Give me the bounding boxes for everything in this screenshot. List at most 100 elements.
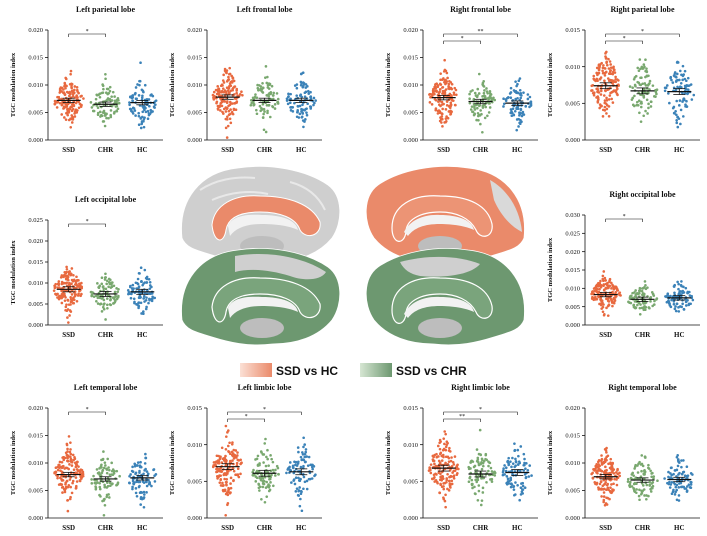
data-point [475,103,479,107]
data-point [591,290,594,294]
data-point [78,283,82,286]
data-point [131,110,134,114]
data-point [259,87,262,91]
data-point [75,279,79,282]
data-point [236,467,240,471]
data-point [612,89,616,92]
data-point [490,470,494,473]
data-point [607,114,611,118]
data-point [516,483,519,487]
data-point [101,469,104,473]
chart-title: Right frontal lobe [450,5,511,14]
data-point [603,313,606,316]
chart-title: Right parietal lobe [611,5,675,14]
data-point [643,494,646,497]
data-point [249,103,253,107]
data-point [134,491,138,495]
data-point [676,85,679,89]
data-point [475,95,479,99]
data-point [440,459,444,462]
data-point [629,476,633,480]
data-point [522,91,525,94]
data-point [509,460,512,463]
data-point [519,91,523,95]
data-point [602,94,606,97]
data-point [305,487,309,491]
data-point [116,290,120,294]
data-point [81,474,85,478]
data-point [103,278,107,281]
data-point [72,458,75,462]
data-point [619,294,622,297]
data-point [95,104,98,107]
data-point [643,285,646,289]
y-axis-label: TGC modulation index [547,237,554,302]
data-point [639,105,643,109]
data-point [76,294,80,297]
data-point [233,93,236,96]
data-point [260,497,263,501]
data-point [651,486,654,490]
data-point [104,77,107,81]
data-point [510,114,514,118]
x-tick-label: CHR [98,146,115,154]
data-point [601,277,605,281]
data-point [63,467,67,470]
data-point [447,479,451,483]
data-point [506,477,510,481]
data-point [273,107,277,110]
data-point [96,296,100,300]
data-point [676,115,679,119]
y-tick-label: 0.010 [403,82,418,89]
data-point [104,72,107,76]
data-point [637,81,641,85]
data-point [505,475,509,478]
data-point [612,488,615,492]
data-point [220,461,224,464]
data-point [115,297,119,301]
cingulate-outline [211,277,321,323]
data-point [128,481,131,485]
data-point [521,484,525,488]
data-point [451,460,455,464]
data-point [310,477,314,480]
data-point [675,79,678,82]
y-tick-label: 0.015 [565,27,580,34]
data-point [232,79,236,83]
data-point [109,484,112,488]
data-point [611,461,615,465]
data-point [605,112,608,115]
y-tick-label: 0.000 [403,137,418,144]
data-point [632,303,636,307]
x-tick-label: SSD [62,146,75,154]
data-point [78,479,82,482]
data-point [297,460,300,464]
data-point [142,505,146,509]
data-point [270,473,273,477]
data-point [637,494,641,498]
data-point [594,296,597,300]
data-point [255,469,259,473]
data-point [679,283,683,287]
data-point [80,286,84,290]
data-point [142,310,145,313]
data-point [640,489,643,493]
data-point [670,78,673,82]
data-point [678,99,682,102]
data-point [638,111,641,115]
data-point [527,475,531,478]
data-point [444,432,447,436]
data-point [73,290,77,293]
data-point [72,468,76,472]
x-tick-label: HC [674,524,685,532]
data-point [65,90,69,94]
data-point [675,302,679,306]
data-point [304,118,307,121]
data-point [446,441,449,445]
data-point [441,86,444,89]
x-tick-label: HC [674,331,685,339]
data-point [677,494,681,497]
data-point [90,290,94,294]
